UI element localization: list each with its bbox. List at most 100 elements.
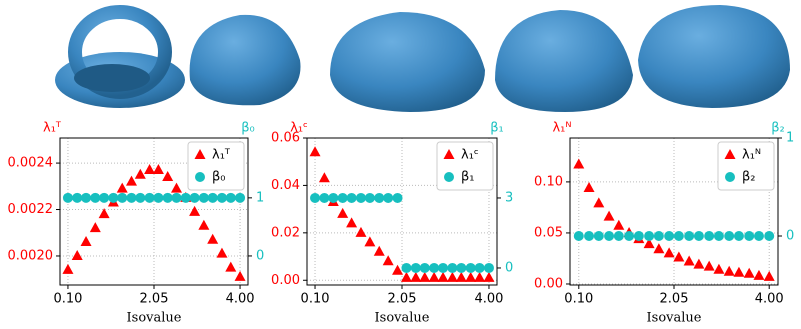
circle-marker xyxy=(644,231,655,241)
triangle-marker xyxy=(743,267,755,278)
y-tick-label: 0.05 xyxy=(534,225,563,240)
x-axis-label: Isovalue xyxy=(647,311,702,326)
circle-marker xyxy=(225,192,236,203)
triangle-marker xyxy=(703,260,715,271)
triangle-marker xyxy=(198,219,210,230)
triangle-marker xyxy=(753,269,765,280)
circle-marker xyxy=(355,192,366,203)
triangle-marker xyxy=(455,271,467,282)
triangle-marker xyxy=(428,271,440,282)
triangle-marker xyxy=(446,271,458,282)
circle-marker xyxy=(346,192,357,203)
circle-marker xyxy=(135,192,146,203)
triangle-marker xyxy=(693,258,705,269)
circle-marker xyxy=(117,192,128,203)
triangle-marker xyxy=(216,247,228,258)
triangle-marker xyxy=(483,271,495,282)
plot-frame xyxy=(306,137,498,286)
legend-label: β₂ xyxy=(742,170,756,185)
triangle-marker xyxy=(364,236,376,247)
circle-marker xyxy=(483,262,494,273)
x-tick-label: 0.10 xyxy=(301,292,330,307)
triangle-marker xyxy=(194,149,206,159)
circle-marker xyxy=(90,192,101,203)
triangle-marker xyxy=(162,171,174,182)
circle-marker xyxy=(81,192,92,203)
y2-tick-label: 0 xyxy=(786,229,794,244)
surface xyxy=(68,5,172,99)
circle-marker xyxy=(162,192,173,203)
triangle-marker xyxy=(171,182,183,193)
triangle-marker xyxy=(653,243,665,254)
circle-marker xyxy=(604,231,615,241)
legend-label: λ₁ᶜ xyxy=(461,148,479,163)
circle-marker xyxy=(624,231,635,241)
y2-tick-label: 0 xyxy=(256,248,264,263)
triangle-marker xyxy=(392,264,404,275)
triangle-marker xyxy=(89,222,101,233)
y2-tick-label: 1 xyxy=(786,131,794,146)
circle-marker xyxy=(684,231,695,241)
circle-marker xyxy=(438,262,449,273)
circle-marker xyxy=(465,262,476,273)
circle-marker xyxy=(725,172,735,182)
triangle-marker xyxy=(207,233,219,244)
triangle-marker xyxy=(465,271,477,282)
triangle-marker xyxy=(723,265,735,276)
triangle-marker xyxy=(419,271,431,282)
triangle-marker xyxy=(346,217,358,228)
circle-marker xyxy=(456,262,467,273)
circle-marker xyxy=(733,231,744,241)
circle-marker xyxy=(664,231,675,241)
x-tick-label: 4.00 xyxy=(226,292,255,307)
triangle-marker xyxy=(382,255,394,266)
triangle-marker xyxy=(144,164,156,175)
triangle-marker xyxy=(733,266,745,277)
circle-marker xyxy=(328,192,339,203)
circle-marker xyxy=(673,231,684,241)
circle-marker xyxy=(693,231,704,241)
circle-marker xyxy=(573,231,584,241)
y-tick-label: 0.00 xyxy=(534,276,563,291)
triangle-marker xyxy=(643,238,655,249)
y-axis-label: λ₁ᵀ xyxy=(43,121,62,136)
circle-marker xyxy=(410,262,421,273)
triangle-marker xyxy=(437,271,449,282)
surface xyxy=(189,14,301,106)
triangle-marker xyxy=(373,245,385,256)
circle-marker xyxy=(744,231,755,241)
triangle-marker xyxy=(98,208,110,219)
circle-marker xyxy=(72,192,83,203)
circle-marker xyxy=(195,172,205,182)
circle-marker xyxy=(364,192,375,203)
circle-marker xyxy=(447,262,458,273)
circle-marker xyxy=(419,262,430,273)
circle-marker xyxy=(108,192,119,203)
circle-marker xyxy=(633,231,644,241)
circle-marker xyxy=(189,192,200,203)
triangle-marker xyxy=(724,149,736,159)
x-tick-label: 2.05 xyxy=(388,292,417,307)
triangle-marker xyxy=(62,263,74,274)
circle-marker xyxy=(444,172,454,182)
circle-marker xyxy=(724,231,735,241)
triangle-marker xyxy=(189,205,201,216)
y2-tick-label: 3 xyxy=(505,190,513,205)
y2-tick-label: 0 xyxy=(505,260,513,275)
y-tick-label: 0.06 xyxy=(271,131,300,146)
triangle-marker xyxy=(318,172,330,183)
y2-axis-label: β₁ xyxy=(490,121,504,136)
triangle-marker xyxy=(410,271,422,282)
circle-marker xyxy=(383,192,394,203)
circle-marker xyxy=(429,262,440,273)
circle-marker xyxy=(374,192,385,203)
surface xyxy=(495,10,633,112)
legend-label: β₀ xyxy=(212,170,226,185)
x-tick-label: 4.00 xyxy=(755,292,784,307)
circle-marker xyxy=(198,192,209,203)
circle-marker xyxy=(764,231,775,241)
circle-marker xyxy=(653,231,664,241)
circle-marker xyxy=(593,231,604,241)
triangle-marker xyxy=(603,210,615,221)
